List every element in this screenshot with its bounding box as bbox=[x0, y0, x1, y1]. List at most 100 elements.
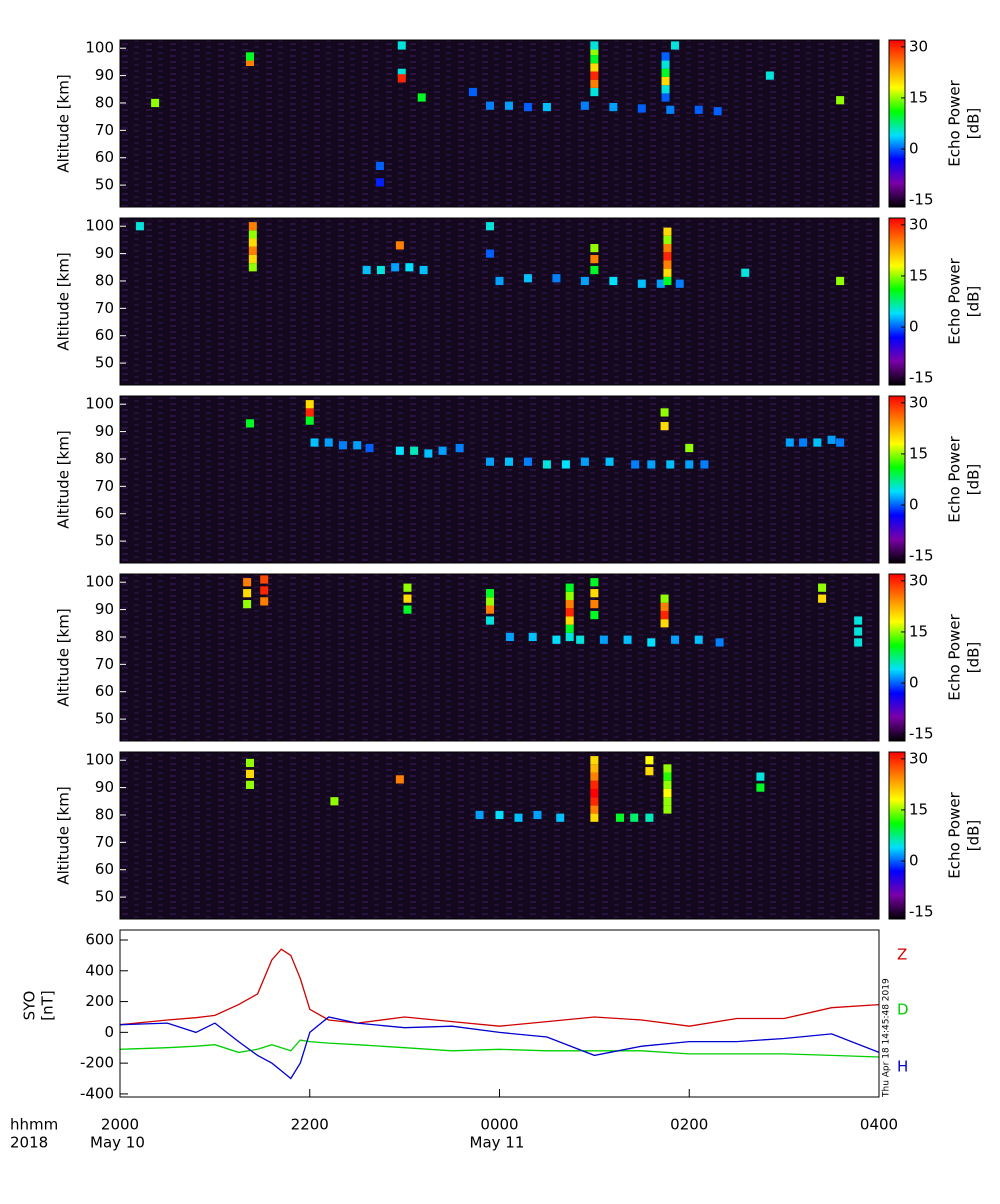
echo-cell bbox=[468, 87, 477, 97]
echo-cell bbox=[514, 813, 523, 822]
echo-cell bbox=[645, 767, 654, 776]
echo-cell bbox=[260, 597, 269, 606]
x-tick-label: 2000 bbox=[101, 1116, 139, 1134]
echo-cell bbox=[675, 279, 684, 288]
echo-cell bbox=[395, 775, 404, 784]
echo-cell bbox=[486, 249, 495, 258]
y-tick-label: 70 bbox=[95, 477, 114, 495]
echo-cell bbox=[375, 161, 384, 171]
echo-cell bbox=[663, 764, 672, 773]
colorbar bbox=[888, 395, 906, 564]
plot-frame bbox=[119, 751, 880, 920]
echo-cell bbox=[590, 41, 599, 50]
y-tick-label: 100 bbox=[85, 573, 114, 591]
colorbar-tick-label: 15 bbox=[909, 266, 928, 284]
echo-cell bbox=[397, 41, 406, 50]
echo-cell bbox=[637, 104, 646, 113]
plot-background bbox=[120, 752, 879, 919]
echo-cell bbox=[663, 244, 672, 253]
echo-cell bbox=[590, 63, 599, 72]
y-tick-label: 70 bbox=[95, 655, 114, 673]
y-tick-label: 90 bbox=[95, 422, 114, 440]
echo-cell bbox=[403, 594, 412, 603]
colorbar-tick-label: 0 bbox=[909, 852, 919, 870]
echo-cell bbox=[486, 589, 495, 598]
y-tick-label: 60 bbox=[95, 148, 114, 166]
echo-cell bbox=[694, 635, 703, 644]
y-tick-label: 90 bbox=[95, 778, 114, 796]
plot-frame bbox=[119, 929, 880, 1098]
echo-cell bbox=[260, 575, 269, 584]
echo-cell bbox=[605, 457, 614, 466]
colorbar-label: [dB] bbox=[965, 642, 983, 674]
echo-cell bbox=[362, 265, 371, 275]
echo-cell bbox=[663, 227, 672, 236]
x-tick-label: 0200 bbox=[670, 1116, 708, 1134]
colorbar-tick-label: 0 bbox=[909, 318, 919, 336]
colorbar-tick-label: 30 bbox=[909, 749, 928, 767]
echo-cell bbox=[475, 810, 484, 820]
echo-cell bbox=[395, 241, 404, 250]
y-axis-label: [nT] bbox=[39, 990, 57, 1020]
echo-cell bbox=[631, 460, 640, 469]
echo-cell bbox=[660, 408, 669, 417]
echo-cell bbox=[660, 602, 669, 611]
plot-frame bbox=[119, 217, 880, 386]
y-tick-label: 60 bbox=[95, 682, 114, 700]
echo-cell bbox=[151, 98, 160, 108]
date-label: May 10 bbox=[90, 1134, 145, 1152]
series-name: D bbox=[897, 1001, 909, 1019]
echo-cell bbox=[663, 268, 672, 277]
colorbar bbox=[888, 39, 906, 208]
echo-cell bbox=[542, 102, 551, 112]
y-tick-label: 0 bbox=[104, 1023, 114, 1041]
echo-cell bbox=[661, 76, 670, 86]
echo-cell bbox=[836, 96, 845, 105]
echo-cell bbox=[660, 422, 669, 431]
echo-cell bbox=[305, 400, 314, 409]
echo-cell bbox=[590, 813, 599, 822]
echo-cell bbox=[245, 769, 254, 779]
echo-cell bbox=[637, 279, 646, 288]
y-tick-label: 90 bbox=[95, 244, 114, 262]
echo-cell bbox=[391, 263, 400, 272]
colorbar-tick-label: 30 bbox=[909, 215, 928, 233]
plot-background bbox=[120, 218, 879, 385]
echo-cell bbox=[565, 600, 574, 609]
colorbar-label: [dB] bbox=[965, 820, 983, 852]
echo-cell bbox=[243, 578, 252, 587]
y-tick-label: 50 bbox=[95, 888, 114, 906]
series-name: H bbox=[897, 1058, 908, 1076]
echo-cell bbox=[854, 616, 863, 625]
colorbar bbox=[888, 573, 906, 742]
echo-cell bbox=[700, 460, 709, 469]
echo-cell bbox=[556, 813, 565, 822]
series-line bbox=[119, 948, 880, 1027]
colorbar-tick-label: -15 bbox=[909, 369, 934, 387]
colorbar-tick-label: 15 bbox=[909, 800, 928, 818]
echo-cell bbox=[260, 586, 269, 595]
echo-cell bbox=[495, 810, 504, 820]
echo-cell bbox=[590, 805, 599, 814]
series-name: Z bbox=[897, 946, 907, 964]
colorbar-label: [dB] bbox=[965, 286, 983, 318]
echo-cell bbox=[410, 446, 419, 455]
echo-cell bbox=[818, 583, 827, 592]
x-tick-label: 0000 bbox=[480, 1116, 518, 1134]
echo-cell bbox=[590, 600, 599, 609]
echo-cell bbox=[609, 276, 618, 286]
y-tick-label: 50 bbox=[95, 532, 114, 550]
echo-cell bbox=[660, 594, 669, 603]
echo-cell bbox=[666, 460, 675, 469]
echo-cell bbox=[365, 443, 374, 453]
timestamp: Thu Apr 18 14:45:48 2019 bbox=[882, 978, 892, 1098]
colorbar-label: [dB] bbox=[965, 108, 983, 140]
y-tick-label: 50 bbox=[95, 354, 114, 372]
colorbar-tick-label: 15 bbox=[909, 622, 928, 640]
echo-cell bbox=[395, 446, 404, 455]
y-tick-label: 70 bbox=[95, 299, 114, 317]
echo-cell bbox=[854, 627, 863, 636]
colorbar-label: Echo Power bbox=[946, 435, 964, 522]
colorbar-tick-label: 15 bbox=[909, 444, 928, 462]
echo-cell bbox=[590, 589, 599, 598]
